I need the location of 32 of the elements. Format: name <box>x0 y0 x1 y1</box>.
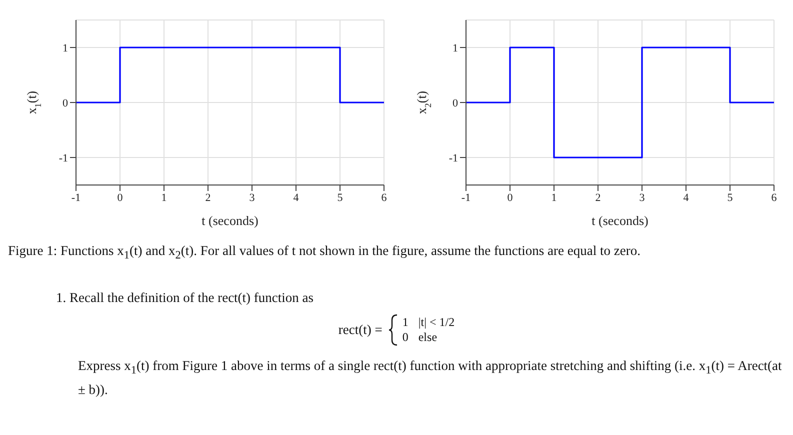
x-tick-label: 5 <box>727 192 734 204</box>
text: Express x$_{1}$(t) from Figure 1 above in terms of a single rect(t) function with appropriate stretching and shifting (i.e. x$_{1}$(t) = Arect(at ± b)). <box>78 358 782 398</box>
text: 1 <box>402 314 408 329</box>
y-tick-label: -1 <box>58 152 68 164</box>
text: else <box>418 330 438 344</box>
y-tick-label: 1 <box>62 42 68 54</box>
x-tick-label: 0 <box>117 192 124 204</box>
caption: Figure 1: Functions x$_{1}$(t) and x$_{2}$(t). For all values of t not shown in the figure, assume the functions are equal to zero. <box>8 243 641 262</box>
x-tick-label: 2 <box>205 192 211 204</box>
x-tick-label: 1 <box>551 192 557 204</box>
x-tick-label: 3 <box>249 192 256 204</box>
text: |t| < 1/2 <box>418 314 455 329</box>
y-tick-label: -1 <box>448 152 458 164</box>
text: 0 <box>402 330 408 344</box>
x-tick-label: 5 <box>337 192 344 204</box>
x-tick-label: 3 <box>639 192 646 204</box>
text: rect(t) = <box>338 322 382 337</box>
x-tick-label: 6 <box>771 192 778 204</box>
x-axis-title: t (seconds) <box>592 213 648 228</box>
x-tick-label: 4 <box>293 192 300 204</box>
x-axis-title: t (seconds) <box>202 213 258 228</box>
x-tick-label: 2 <box>595 192 601 204</box>
x-tick-label: -1 <box>71 192 81 204</box>
text: 1. Recall the definition of the rect(t) function as <box>56 290 314 305</box>
x-tick-label: 1 <box>161 192 167 204</box>
x-tick-label: -1 <box>461 192 471 204</box>
x-tick-label: 6 <box>381 192 388 204</box>
y-tick-label: 0 <box>452 97 458 110</box>
y-tick-label: 1 <box>452 42 458 54</box>
x-tick-label: 4 <box>683 192 690 204</box>
x-tick-label: 0 <box>507 192 514 204</box>
y-tick-label: 0 <box>62 97 68 110</box>
